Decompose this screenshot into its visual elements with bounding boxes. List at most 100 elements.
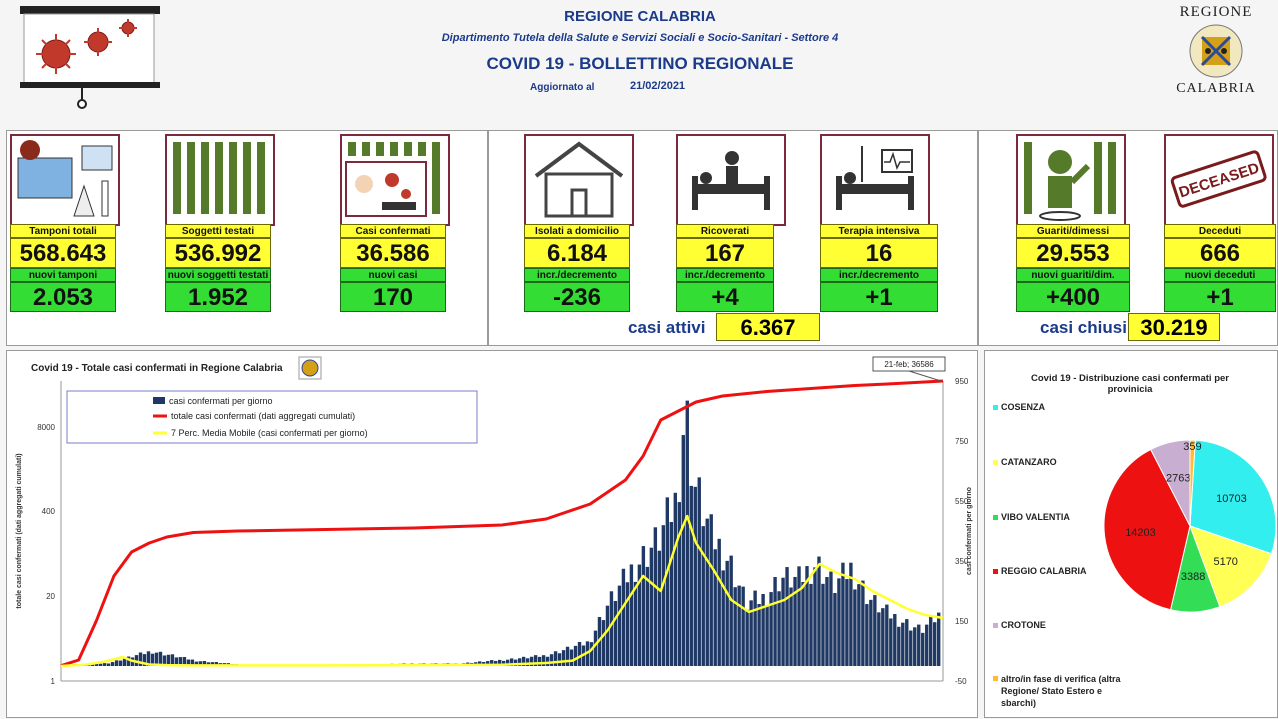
daily-bar xyxy=(577,641,582,666)
region-shield-icon xyxy=(1189,24,1243,78)
card-label-confermati: Casi confermati xyxy=(340,224,446,238)
legend-altro: altro/in fase di verifica (altra Regione… xyxy=(1001,674,1121,708)
legend-catanzaro: CATANZARO xyxy=(1001,457,1057,467)
daily-bar xyxy=(617,585,622,666)
active-cases-label: casi attivi xyxy=(628,318,706,337)
daily-bar xyxy=(118,660,123,666)
daily-bar xyxy=(645,566,650,666)
pie-slice xyxy=(1189,439,1196,527)
card-label-terapia: Terapia intensiva xyxy=(820,224,938,238)
daily-bar xyxy=(641,546,646,666)
daily-bar xyxy=(901,622,905,666)
daily-bar xyxy=(825,577,829,666)
chart-annotation: 21-feb; 36586 xyxy=(872,356,946,382)
pie-slice-label: 3388 xyxy=(1181,571,1205,583)
daily-bar xyxy=(905,619,909,666)
daily-bar xyxy=(757,604,761,666)
daily-bar xyxy=(885,604,889,666)
daily-bar xyxy=(178,657,183,666)
province-pie-chart: 10703 5170 3388 14203 2763 359 xyxy=(1103,439,1277,613)
page-title: COVID 19 - BOLLETTINO REGIONALE xyxy=(486,54,794,73)
card-value-ricoverati: 167 xyxy=(676,238,774,268)
daily-bar xyxy=(741,586,745,666)
daily-bar xyxy=(845,579,849,666)
card-subvalue-deceduti: +1 xyxy=(1164,282,1276,312)
daily-bar xyxy=(657,550,662,666)
daily-bar xyxy=(937,612,941,666)
daily-bar xyxy=(753,590,757,666)
daily-bar xyxy=(102,663,107,666)
daily-bar xyxy=(502,660,506,666)
daily-bar xyxy=(769,592,773,666)
y-right-tick-label: 750 xyxy=(955,437,969,446)
daily-bar xyxy=(549,654,554,666)
cumulative-line xyxy=(60,379,944,668)
daily-bar xyxy=(665,497,670,666)
daily-bar xyxy=(889,618,893,666)
daily-bar xyxy=(154,652,159,666)
legend-swatch-reggio xyxy=(993,569,998,574)
daily-bar xyxy=(621,568,626,666)
daily-bar xyxy=(533,655,538,666)
legend-swatch-altro xyxy=(993,676,998,681)
legend-vibo: VIBO VALENTIA xyxy=(1001,512,1070,522)
daily-bar xyxy=(661,525,666,666)
daily-bar xyxy=(797,566,801,666)
pie-chart-title: Covid 19 - Distribuzione casi confermati… xyxy=(1031,373,1229,395)
daily-bar xyxy=(917,624,921,666)
legend-cosenza: COSENZA xyxy=(1001,402,1046,412)
card-value-deceduti: 666 xyxy=(1164,238,1276,268)
daily-bar xyxy=(166,654,171,666)
daily-bar xyxy=(521,656,526,666)
daily-bar xyxy=(194,661,199,666)
daily-bar xyxy=(486,661,490,666)
daily-bar xyxy=(142,654,147,666)
card-label-guariti: Guariti/dimessi xyxy=(1016,224,1130,238)
daily-bar xyxy=(841,562,845,666)
y-right-tick-label: 550 xyxy=(955,497,969,506)
legend-swatch-vibo xyxy=(993,515,998,520)
daily-bar xyxy=(509,658,514,666)
daily-bar xyxy=(745,609,749,666)
moving-avg-line xyxy=(60,514,944,668)
daily-bar xyxy=(190,659,195,666)
daily-bar xyxy=(545,656,550,666)
daily-bar xyxy=(158,651,163,666)
daily-bar xyxy=(110,662,115,666)
pie-slice-label: 10703 xyxy=(1216,493,1247,505)
card-sublabel-ricoverati: incr./decremento xyxy=(676,268,774,282)
card-sublabel-soggetti: nuovi soggetti testati xyxy=(165,268,271,282)
daily-bar xyxy=(909,630,913,666)
pie-slice xyxy=(1103,448,1191,611)
chart-legend: casi confermati per giorno totale casi c… xyxy=(66,390,478,444)
daily-bar xyxy=(761,593,765,666)
daily-bar xyxy=(537,656,542,666)
y-axis-label-left: totale casi confermati (dati aggregati c… xyxy=(16,453,23,608)
daily-bar xyxy=(749,600,753,666)
legend-daily: casi confermati per giorno xyxy=(169,396,273,406)
daily-bar xyxy=(198,661,203,666)
daily-bar xyxy=(709,514,713,666)
daily-bar xyxy=(829,571,833,666)
confirmed-cases-icon xyxy=(340,134,450,226)
daily-bar xyxy=(677,502,681,666)
daily-bar xyxy=(877,612,881,666)
card-value-tamponi: 568.643 xyxy=(10,238,116,268)
daily-bar xyxy=(801,581,805,666)
card-value-soggetti: 536.992 xyxy=(165,238,271,268)
daily-bar xyxy=(697,477,701,666)
daily-bar xyxy=(925,624,929,666)
daily-bar xyxy=(861,580,865,666)
card-subvalue-isolati: -236 xyxy=(524,282,630,312)
daily-bar xyxy=(573,645,578,666)
daily-bar xyxy=(150,653,155,666)
home-isolation-icon xyxy=(524,134,634,226)
daily-bar xyxy=(817,556,821,666)
card-label-tamponi: Tamponi totali xyxy=(10,224,116,238)
pie-slice xyxy=(1189,525,1273,608)
daily-bar xyxy=(737,585,741,666)
daily-bar xyxy=(685,400,689,666)
y-left-tick-label: 8000 xyxy=(37,423,55,432)
daily-bar xyxy=(541,655,546,666)
card-subvalue-guariti: +400 xyxy=(1016,282,1130,312)
